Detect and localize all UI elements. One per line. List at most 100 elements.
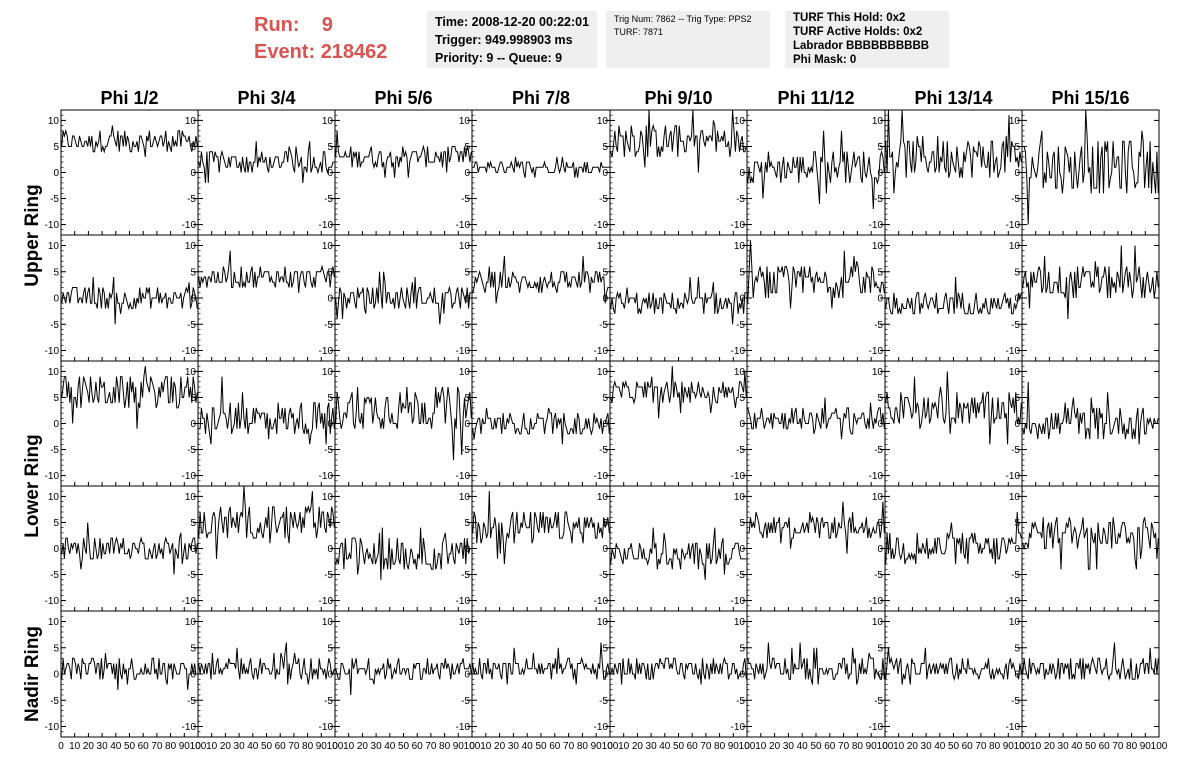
y-tick-label-r4-c1: 5 <box>53 518 59 529</box>
waveform-trace-r1-c8 <box>1022 109 1159 225</box>
y-tick-label-r2-c7: 5 <box>877 267 883 278</box>
y-tick-label-r5-c2: 5 <box>190 643 196 654</box>
y-tick-label-r1-c7: -5 <box>874 194 883 205</box>
y-tick-label-r3-c3: -5 <box>324 445 333 456</box>
x-tick-label-c8: 40 <box>1071 741 1083 752</box>
plot-frame-r3-c1 <box>60 360 199 487</box>
labrador-line: Labrador BBBBBBBBBB <box>793 40 930 52</box>
x-tick-label-c5: 50 <box>673 741 685 752</box>
y-tick-label-r5-c3: 0 <box>327 670 333 681</box>
turf-active-holds-line: TURF Active Holds: 0x2 <box>793 26 923 38</box>
y-tick-label-r1-c6: -5 <box>736 194 745 205</box>
y-tick-label-r1-c4: 5 <box>464 142 470 153</box>
waveform-trace-r2-c4 <box>472 255 610 304</box>
y-tick-label-r3-c1: -10 <box>45 471 60 482</box>
plot-frame-r2-c8 <box>1021 234 1160 362</box>
y-tick-label-r5-c4: 0 <box>464 670 470 681</box>
plot-frame-r5-c6 <box>746 610 886 738</box>
priority-line: Priority: 9 -- Queue: 9 <box>435 51 563 65</box>
y-tick-label-r1-c4: 10 <box>459 116 471 127</box>
y-tick-label-r4-c4: 5 <box>464 518 470 529</box>
y-tick-label-r2-c3: 0 <box>327 294 333 305</box>
waveform-trace-r1-c4 <box>472 156 610 178</box>
trigger-line: Trigger: 949.998903 ms <box>435 33 573 47</box>
waveform-trace-r2-c7 <box>885 276 1022 315</box>
y-tick-label-r3-c5: 10 <box>597 367 609 378</box>
y-tick-label-r3-c6: -5 <box>736 445 745 456</box>
y-tick-label-r5-c7: 0 <box>877 670 883 681</box>
y-tick-label-r2-c4: 0 <box>464 294 470 305</box>
y-tick-label-r5-c2: -5 <box>187 696 196 707</box>
ring-label-2: Lower Ring <box>22 434 43 537</box>
y-tick-label-r5-c7: -5 <box>874 696 883 707</box>
y-tick-label-r5-c8: 10 <box>1009 617 1021 628</box>
waveform-trace-r4-c3 <box>335 527 472 580</box>
y-tick-label-r4-c8: 0 <box>1014 544 1020 555</box>
x-tick-label-c6: 40 <box>797 741 809 752</box>
plot-frame-r2-c7 <box>884 234 1023 362</box>
x-tick-label-c6: 70 <box>838 741 850 752</box>
y-tick-label-r3-c1: 10 <box>48 367 60 378</box>
x-tick-label-c3: 20 <box>357 741 369 752</box>
y-tick-label-r2-c4: -10 <box>456 346 471 357</box>
x-tick-label-c1: 50 <box>124 741 136 752</box>
x-tick-label-c6: 20 <box>769 741 781 752</box>
y-tick-label-r3-c3: 5 <box>327 393 333 404</box>
waveform-trace-r4-c6 <box>747 501 885 554</box>
y-tick-label-r1-c6: 10 <box>734 116 746 127</box>
plot-frame-r4-c6 <box>746 485 886 612</box>
x-tick-label-c2: 30 <box>234 741 246 752</box>
y-tick-label-r4-c6: 0 <box>739 544 745 555</box>
y-tick-label-r1-c6: 5 <box>739 142 745 153</box>
y-tick-label-r4-c5: 10 <box>597 492 609 503</box>
y-tick-label-r5-c1: 0 <box>53 670 59 681</box>
y-tick-label-r4-c3: -5 <box>324 570 333 581</box>
waveform-trace-r4-c5 <box>610 527 747 580</box>
y-tick-label-r4-c2: 5 <box>190 518 196 529</box>
x-tick-label-c3: 80 <box>439 741 451 752</box>
run-value: 9 <box>321 14 333 36</box>
turf-this-hold-line: TURF This Hold: 0x2 <box>793 12 906 24</box>
column-header-8: Phi 15/16 <box>1051 88 1129 108</box>
column-header-3: Phi 5/6 <box>374 88 432 108</box>
plot-frame-r5-c2 <box>197 610 336 738</box>
x-tick-label-c3: 0 <box>332 741 338 752</box>
y-tick-label-r4-c4: 10 <box>459 492 471 503</box>
plot-frame-r5-c4 <box>471 610 611 738</box>
y-tick-label-r1-c1: 5 <box>53 142 59 153</box>
y-tick-label-r1-c7: 10 <box>872 116 884 127</box>
y-tick-label-r2-c6: -10 <box>731 346 746 357</box>
plot-frame-r4-c2 <box>197 485 336 612</box>
waveform-trace-r1-c7 <box>885 109 1022 194</box>
x-tick-label-c4: 50 <box>535 741 547 752</box>
y-tick-label-r3-c8: -5 <box>1011 445 1020 456</box>
y-tick-label-r1-c3: 0 <box>327 168 333 179</box>
y-tick-label-r1-c4: -10 <box>456 220 471 231</box>
trig-num-line: Trig Num: 7862 -- Trig Type: PPS2 <box>614 14 752 24</box>
plot-frame-r2-c3 <box>334 234 473 362</box>
y-tick-label-r5-c8: 0 <box>1014 670 1020 681</box>
y-tick-label-r2-c7: 0 <box>877 294 883 305</box>
y-tick-label-r3-c7: -5 <box>874 445 883 456</box>
y-tick-label-r1-c5: -10 <box>594 220 609 231</box>
y-tick-label-r3-c8: -10 <box>1006 471 1021 482</box>
y-tick-label-r5-c5: 5 <box>602 643 608 654</box>
plot-frame-r4-c7 <box>884 485 1023 612</box>
y-tick-label-r1-c2: -5 <box>187 194 196 205</box>
y-tick-label-r4-c5: -5 <box>599 570 608 581</box>
plot-frame-r1-c6 <box>746 109 886 236</box>
run-row: Run: 9 <box>254 12 387 39</box>
x-tick-label-c2: 70 <box>288 741 300 752</box>
x-tick-label-c6: 0 <box>744 741 750 752</box>
y-tick-label-r1-c8: 5 <box>1014 142 1020 153</box>
plot-frame-r2-c4 <box>471 234 611 362</box>
event-row: Event: 218462 <box>254 39 387 66</box>
waveform-trace-r2-c3 <box>335 271 472 325</box>
x-tick-label-c8: 80 <box>1126 741 1138 752</box>
y-tick-label-r3-c7: 10 <box>872 367 884 378</box>
y-tick-label-r5-c1: 5 <box>53 643 59 654</box>
y-tick-label-r2-c3: 5 <box>327 267 333 278</box>
waveform-trace-r5-c1 <box>61 652 198 690</box>
waveform-trace-r1-c2 <box>198 141 335 183</box>
x-tick-label-c5: 40 <box>659 741 671 752</box>
